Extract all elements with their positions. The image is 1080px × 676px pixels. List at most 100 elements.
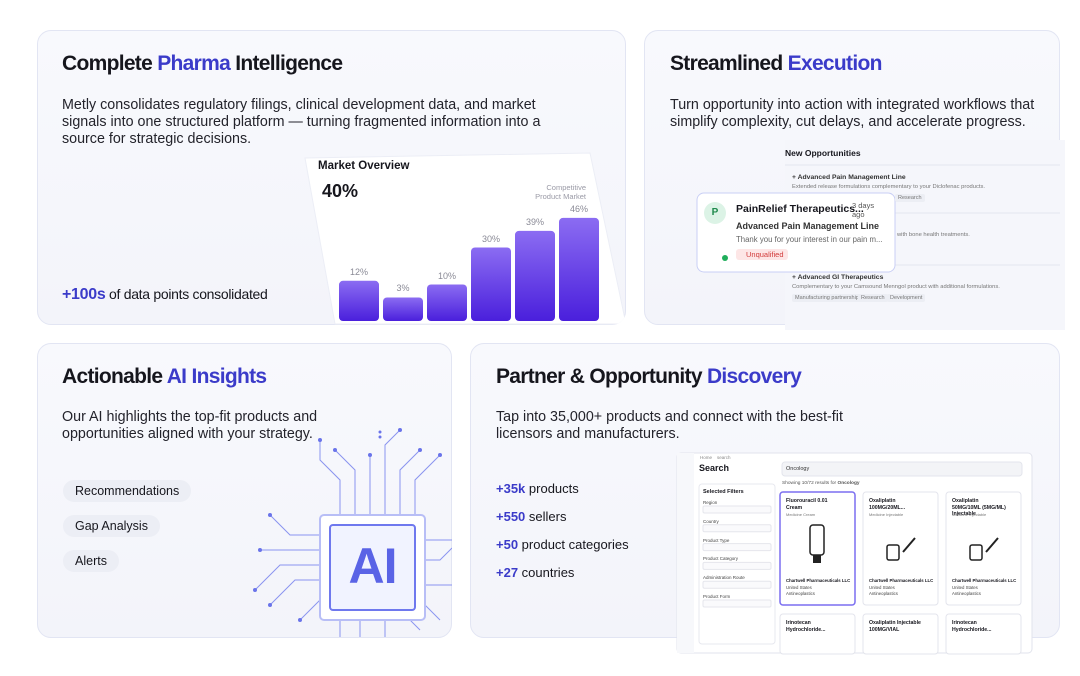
bar — [559, 217, 599, 321]
bar — [471, 247, 511, 321]
card-body: Metly consolidates regulatory filings, c… — [62, 97, 541, 147]
product-type: Medicine Cream — [786, 512, 816, 517]
screen-heading: Search — [699, 463, 730, 473]
title-text: Partner & Opportunity — [496, 365, 707, 388]
stat-text: of data points consolidated — [105, 286, 268, 302]
stat: +50 product categories — [496, 537, 629, 552]
search-input — [781, 461, 1023, 477]
chip-label: AI — [348, 538, 398, 594]
chart-title: Market Overview — [318, 160, 410, 172]
product-icon — [886, 544, 900, 561]
panel-heading: New Opportunities — [785, 148, 861, 158]
title-accent: Pharma — [157, 52, 231, 75]
popup-message: Thank you for your interest in our pain … — [736, 235, 883, 244]
product-type: Medicine Injectable — [869, 512, 904, 517]
bar-label: 30% — [481, 233, 500, 244]
row-tag: Development — [887, 294, 926, 302]
product-name: Irinotecan Hydrochloride... — [786, 620, 826, 633]
filter-label: Administration Route — [703, 575, 745, 581]
bar-label: 3% — [396, 283, 410, 294]
stat: +27 countries — [496, 565, 574, 580]
filter-label: Country — [703, 518, 719, 524]
bar — [427, 284, 467, 321]
product-class: Antineoplastics — [952, 591, 981, 596]
product-name: Fluorouracil 0.01 Cream — [786, 498, 828, 511]
pill: Recommendations — [63, 480, 192, 502]
row-title: + Advanced GI Therapeutics — [792, 274, 884, 281]
bar-label: 10% — [437, 270, 456, 281]
product-name: Oxaliplatin 100MG/20ML... — [869, 498, 906, 511]
popup-status: Unqualified — [736, 249, 788, 260]
filter-label: Product Type — [703, 537, 730, 543]
stat-value: +550 — [496, 509, 526, 524]
popup-name: PainRelief Therapeutics... — [736, 203, 864, 215]
product-icon — [969, 544, 983, 561]
title-accent: AI Insights — [166, 365, 267, 388]
title-text: Actionable — [62, 365, 167, 388]
card-title: Complete Pharma Intelligence — [62, 52, 343, 76]
stat-value: +100s — [62, 286, 106, 303]
stat-label: countries — [518, 565, 575, 580]
card-body: Tap into 35,000+ products and connect wi… — [496, 409, 843, 442]
card-title: Partner & Opportunity Discovery — [496, 365, 802, 389]
title-accent: Execution — [787, 52, 883, 75]
pill: Gap Analysis — [63, 515, 160, 537]
filter-input — [702, 543, 772, 552]
product-company: Chartwell Pharmaceuticals LLC — [869, 578, 934, 583]
card-body: Turn opportunity into action with integr… — [670, 97, 1035, 130]
card-body: Our AI highlights the top-fit products a… — [62, 409, 318, 442]
title-text: Streamlined — [670, 52, 788, 75]
circuit-nodes — [253, 428, 442, 622]
pill: Alerts — [63, 550, 119, 572]
bar — [515, 230, 555, 321]
stat-label: product categories — [518, 537, 629, 552]
stat-value: +27 — [496, 565, 519, 580]
chart-legend: Competitive Product Market — [535, 183, 586, 201]
filter-input — [702, 505, 772, 514]
bar-label: 39% — [525, 216, 544, 227]
filter-input — [702, 561, 772, 570]
product-card — [779, 491, 856, 606]
status-dot — [722, 255, 728, 261]
product-card — [945, 613, 1022, 655]
avatar-letter: P — [711, 207, 719, 218]
product-class: Antineoplastics — [786, 591, 815, 596]
product-name: Oxaliplatin 50MG/10ML (5MG/ML) Injectabl… — [952, 498, 1006, 517]
stat: +35k products — [496, 481, 579, 496]
product-country: United States — [952, 585, 978, 590]
results-text: Showing 10/72 results for — [782, 481, 838, 486]
filters-title: Selected Filters — [703, 489, 744, 495]
filter-label: Product Category — [703, 556, 739, 562]
popup-subject: Advanced Pain Management Line — [736, 221, 880, 231]
row-desc: Extended release formulations complement… — [792, 184, 986, 190]
product-name: Irinotecan Hydrochloride... — [952, 620, 992, 633]
product-icon — [813, 555, 821, 563]
sidebar — [677, 453, 694, 653]
stat-label: products — [525, 481, 579, 496]
title-accent: Discovery — [706, 365, 802, 388]
product-country: United States — [869, 585, 895, 590]
stat: +550 sellers — [496, 509, 566, 524]
title-text: Intelligence — [230, 52, 343, 75]
row-desc: Complementary to your Camsound Menngol p… — [792, 284, 1000, 290]
row-tag: Research — [858, 294, 888, 302]
stat: +100s of data points consolidated — [62, 286, 268, 304]
popup-time: 3 days ago — [852, 201, 875, 219]
product-class: Antineoplastics — [869, 591, 898, 596]
results-text: Showing 10/72 results for Oncology — [782, 481, 860, 486]
product-icon — [985, 537, 999, 553]
avatar — [704, 202, 726, 224]
filter-input — [702, 599, 772, 608]
bar — [339, 280, 379, 321]
filter-input — [702, 580, 772, 589]
breadcrumb: Home — [700, 455, 713, 460]
chart-headline: 40% — [322, 181, 359, 201]
filter-label: Product Form — [703, 594, 731, 599]
product-card — [862, 613, 939, 655]
breadcrumb: search — [717, 455, 731, 460]
results-query: Oncology — [837, 481, 860, 486]
product-country: United States — [786, 585, 812, 590]
product-card — [945, 491, 1022, 606]
